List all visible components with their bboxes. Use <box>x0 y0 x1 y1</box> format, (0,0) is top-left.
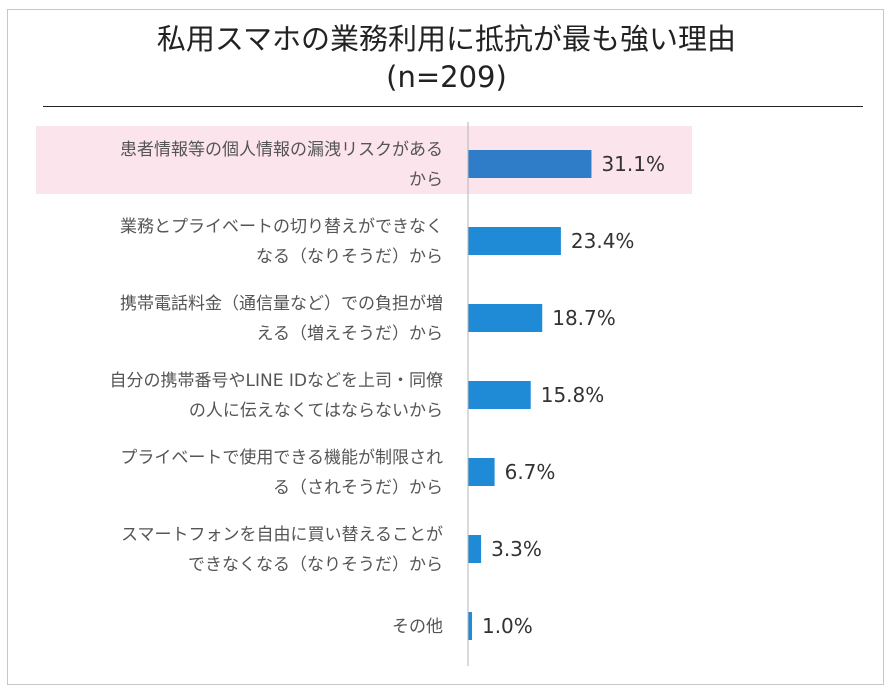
category-label: スマートフォンを自由に買い替えることが <box>121 525 443 545</box>
category-label: 携帯電話料金（通信量など）での負担が増 <box>120 294 443 314</box>
value-label: 18.7% <box>552 306 616 330</box>
value-label: 6.7% <box>505 460 556 484</box>
chart-title: 私用スマホの業務利用に抵抗が最も強い理由 <box>156 22 737 56</box>
bar <box>468 227 561 255</box>
category-label: から <box>409 170 443 190</box>
value-label: 31.1% <box>601 152 665 176</box>
highlight-band <box>36 126 692 194</box>
bar <box>468 304 543 332</box>
category-label: の人に伝えなくてはならないから <box>189 401 443 421</box>
chart-frame <box>7 9 884 685</box>
bar <box>468 150 592 178</box>
category-label: プライベートで使用できる機能が制限され <box>120 447 443 468</box>
category-label: できなくなる（なりそうだ）から <box>188 555 443 575</box>
category-label: 自分の携帯番号やLINE IDなどを上司・同僚 <box>110 371 443 391</box>
value-label: 23.4% <box>571 229 635 253</box>
value-label: 3.3% <box>491 537 542 561</box>
chart-subtitle: (n=209) <box>386 60 507 94</box>
bar <box>468 458 495 486</box>
value-label: 15.8% <box>541 383 605 407</box>
category-label: える（増えそうだ）から <box>257 324 444 344</box>
category-label: る（されそうだ）から <box>273 478 443 498</box>
category-label: 業務とプライベートの切り替えができなく <box>120 217 443 237</box>
category-label: なる（なりそうだ）から <box>256 247 443 267</box>
category-label: その他 <box>392 617 443 637</box>
category-label: 患者情報等の個人情報の漏洩リスクがある <box>120 140 443 160</box>
chart-title-block: 私用スマホの業務利用に抵抗が最も強い理由 (n=209) <box>0 20 893 96</box>
bar <box>468 535 482 563</box>
value-label: 1.0% <box>482 614 533 638</box>
bar <box>468 612 472 640</box>
title-divider <box>43 106 863 107</box>
bar <box>468 381 531 409</box>
